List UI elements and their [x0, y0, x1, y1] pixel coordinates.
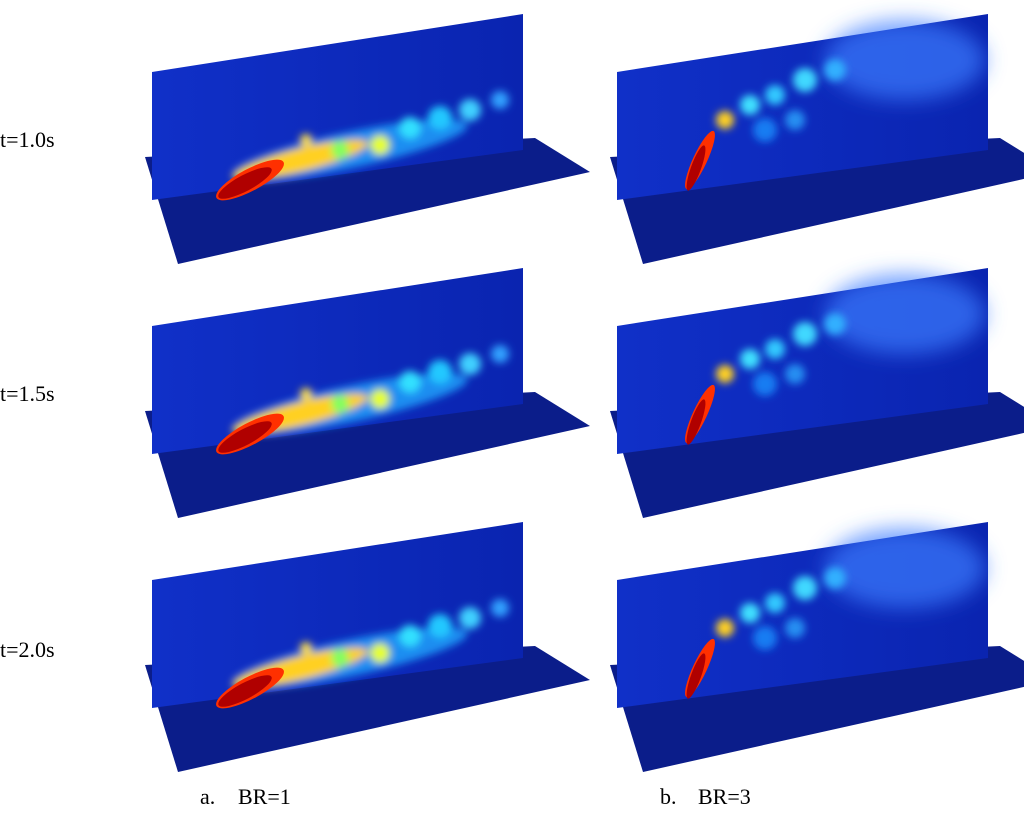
panel-br1-t15 [145, 268, 590, 518]
row-label: t=1.0s [0, 127, 55, 152]
panel-br3-t1 [610, 14, 1024, 264]
caption-text: BR=3 [698, 784, 751, 809]
row-label: t=1.5s [0, 381, 55, 406]
row-label: t=2.0s [0, 637, 55, 662]
panel-br3-t2 [610, 522, 1024, 772]
figure: t=1.0s t=1.5s t=2.0s a. BR=1 b. BR=3 [0, 0, 1024, 819]
panel-br3-t15 [610, 268, 1024, 518]
caption-text: BR=1 [238, 784, 291, 809]
panel-br1-t2 [145, 522, 590, 772]
caption-label: a. [200, 784, 215, 809]
caption-label: b. [660, 784, 677, 809]
panel-br1-t1 [145, 14, 590, 264]
